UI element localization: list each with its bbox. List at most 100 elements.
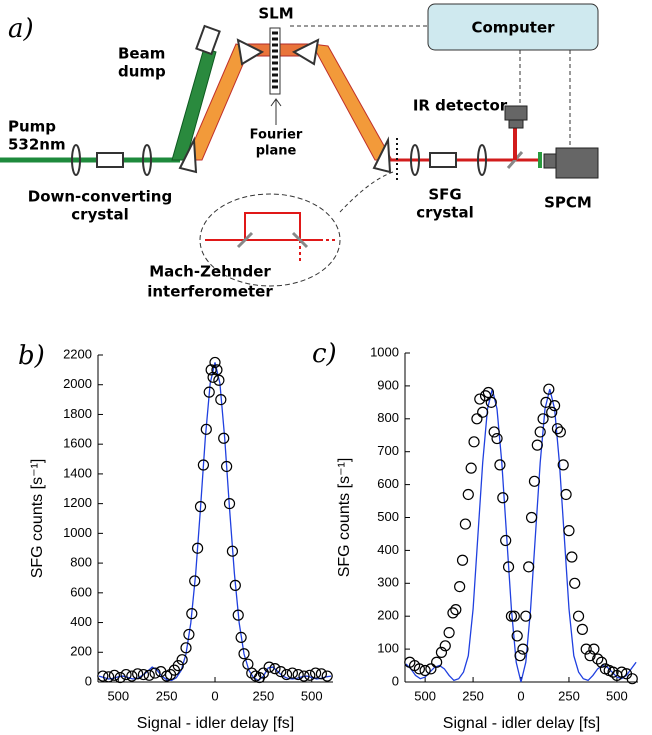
- y-tick-label: 400: [377, 542, 399, 557]
- data-point: [511, 630, 523, 642]
- data-point: [443, 627, 455, 639]
- data-point: [215, 393, 227, 406]
- data-point: [439, 640, 451, 652]
- data-point: [447, 607, 459, 619]
- spcm: [555, 147, 599, 179]
- data-point: [584, 650, 596, 662]
- y-tick-label: 200: [377, 608, 399, 623]
- y-axis-label: SFG counts [s⁻¹]: [29, 459, 46, 579]
- data-point: [232, 609, 244, 621]
- y-tick-label: 100: [377, 641, 399, 656]
- data-point: [592, 653, 604, 665]
- lens: [477, 144, 487, 176]
- data-point: [192, 542, 204, 554]
- data-point: [477, 406, 489, 418]
- crystal: [429, 152, 457, 168]
- data-point: [580, 643, 592, 655]
- data-point: [280, 668, 293, 681]
- inset-outline: [199, 193, 341, 287]
- data-point: [213, 374, 225, 386]
- data-point: [491, 432, 503, 445]
- data-point: [607, 666, 619, 678]
- data-point: [275, 665, 287, 678]
- pump-label: 532nm: [8, 136, 66, 154]
- prism: [291, 38, 320, 66]
- data-point: [523, 561, 535, 573]
- prism: [372, 136, 392, 174]
- data-point: [257, 667, 269, 679]
- data-point: [149, 667, 161, 679]
- y-tick-label: 2200: [63, 346, 92, 361]
- data-point: [543, 383, 555, 395]
- y-tick-label: 1600: [63, 436, 92, 451]
- data-point: [203, 386, 215, 398]
- y-tick-label: 1000: [63, 525, 92, 540]
- data-point: [546, 406, 558, 418]
- sfg-label: SFG: [428, 186, 461, 204]
- pump-label: Pump: [8, 118, 56, 136]
- x-tick-label: 0: [517, 688, 524, 703]
- data-point: [186, 608, 198, 620]
- data-point: [572, 610, 585, 622]
- data-point: [425, 663, 437, 675]
- crystal: [96, 152, 124, 168]
- crystal-label: Down-converting: [28, 188, 172, 206]
- mz-splitter: [236, 231, 254, 249]
- x-tick-label: 0: [211, 688, 218, 703]
- mz-beams: [205, 212, 320, 241]
- data-point: [292, 668, 304, 681]
- data-point: [200, 423, 212, 435]
- computer-box: [427, 3, 599, 51]
- data-point: [494, 459, 506, 471]
- y-tick-label: 0: [85, 673, 92, 688]
- x-tick-label: 250: [156, 688, 178, 703]
- slm-pixels: [272, 31, 278, 89]
- data-point: [534, 426, 546, 438]
- data-point: [554, 426, 566, 438]
- lens: [71, 144, 81, 176]
- data-point: [569, 577, 581, 589]
- spcm-label: SPCM: [544, 194, 592, 212]
- beam-dump-label: dump: [118, 63, 166, 81]
- data-point: [471, 413, 483, 425]
- arrow: [270, 98, 282, 125]
- data-point: [103, 671, 115, 683]
- y-tick-label: 0: [392, 673, 399, 688]
- computer-label: Computer: [471, 19, 555, 37]
- data-point: [468, 436, 480, 448]
- y-tick-label: 600: [377, 476, 399, 491]
- y-tick-label: 900: [377, 377, 399, 392]
- data-point: [221, 460, 233, 473]
- data-point: [321, 670, 333, 682]
- y-tick-label: 300: [377, 575, 399, 590]
- x-axis-label: Signal - idler delay [fs]: [443, 715, 600, 732]
- y-tick-label: 400: [70, 614, 92, 629]
- data-point: [548, 400, 561, 412]
- data-point: [482, 386, 495, 399]
- lens: [410, 144, 420, 176]
- data-point: [211, 364, 223, 376]
- data-point: [626, 673, 638, 685]
- data-point: [531, 439, 543, 451]
- data-point: [525, 511, 538, 524]
- ir-detector: [508, 119, 524, 129]
- fourier-label: Fourier: [250, 128, 303, 143]
- x-tick-label: 500: [107, 688, 129, 703]
- data-point: [419, 664, 431, 677]
- data-point: [238, 648, 250, 660]
- zoom-link: [339, 171, 394, 213]
- fit-line: [98, 362, 332, 682]
- y-tick-label: 1400: [63, 465, 92, 480]
- data-point: [616, 666, 628, 678]
- beam-dump: [195, 24, 221, 56]
- x-tick-label: 250: [462, 688, 484, 703]
- y-tick-label: 500: [377, 509, 399, 524]
- prism: [236, 38, 265, 66]
- data-point: [566, 551, 578, 563]
- data-point: [209, 356, 221, 369]
- data-point: [459, 518, 472, 530]
- data-point: [176, 654, 188, 666]
- data-point: [223, 498, 236, 510]
